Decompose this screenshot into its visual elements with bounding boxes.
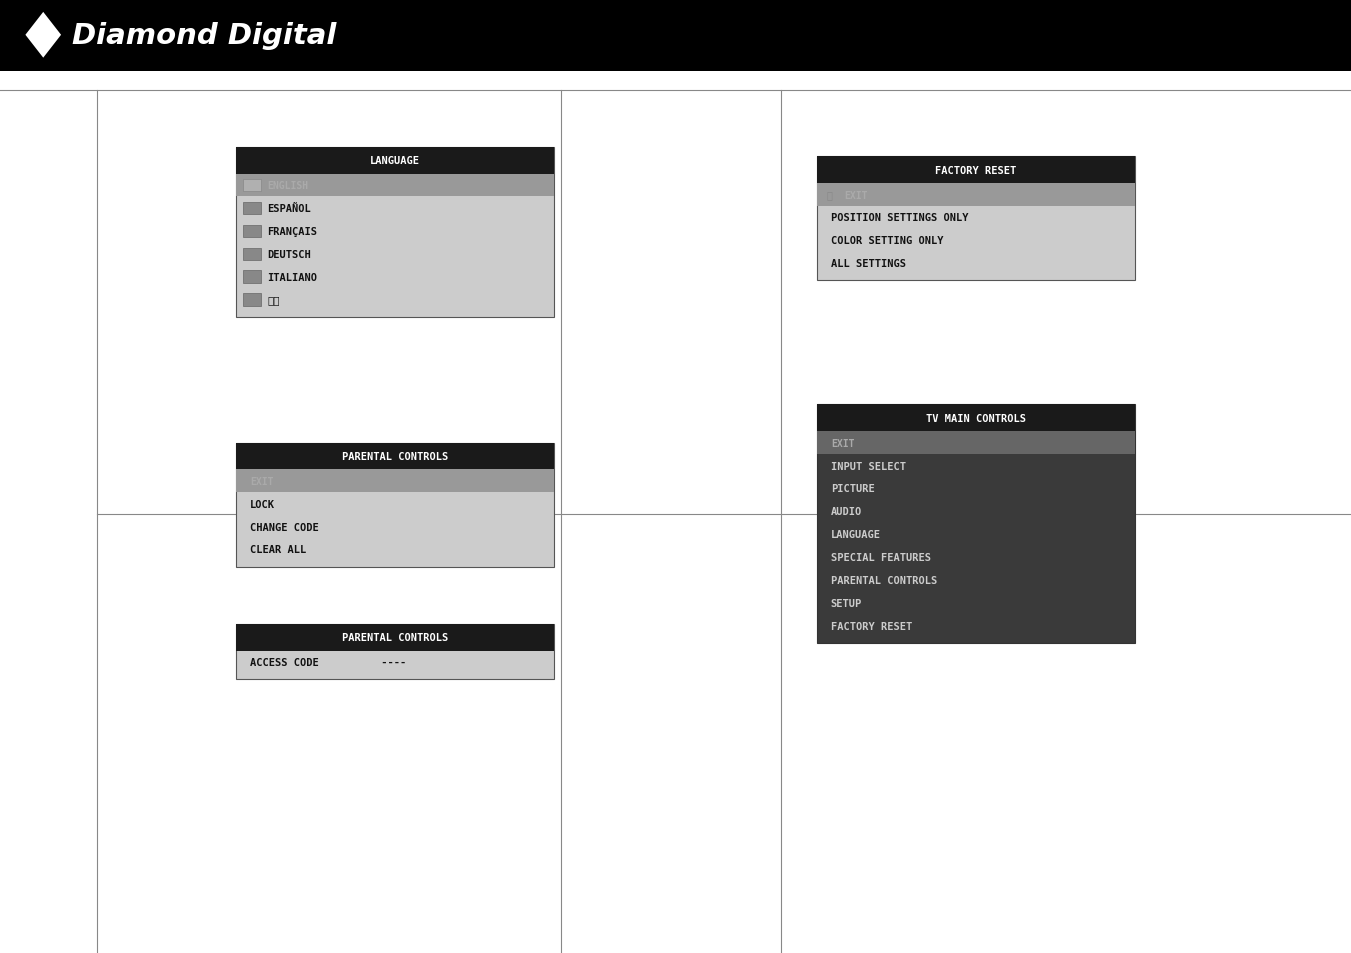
- Text: CLEAR ALL: CLEAR ALL: [250, 545, 307, 555]
- Text: ENGLISH: ENGLISH: [267, 181, 308, 191]
- Text: PARENTAL CONTROLS: PARENTAL CONTROLS: [342, 452, 449, 461]
- Text: ESPAÑOL: ESPAÑOL: [267, 204, 311, 213]
- Text: FRANÇAIS: FRANÇAIS: [267, 227, 317, 236]
- Text: ALL SETTINGS: ALL SETTINGS: [831, 259, 907, 269]
- Text: 山: 山: [827, 191, 832, 200]
- Text: COLOR SETTING ONLY: COLOR SETTING ONLY: [831, 236, 943, 246]
- FancyBboxPatch shape: [817, 432, 1135, 455]
- FancyBboxPatch shape: [817, 157, 1135, 281]
- Text: Diamond Digital: Diamond Digital: [72, 22, 336, 50]
- Text: INPUT SELECT: INPUT SELECT: [831, 461, 907, 471]
- FancyBboxPatch shape: [236, 443, 554, 470]
- FancyBboxPatch shape: [236, 148, 554, 174]
- Text: FACTORY RESET: FACTORY RESET: [935, 166, 1017, 175]
- Text: EXIT: EXIT: [250, 476, 273, 486]
- Text: PICTURE: PICTURE: [831, 484, 874, 494]
- Text: FACTORY RESET: FACTORY RESET: [831, 621, 912, 631]
- Text: PARENTAL CONTROLS: PARENTAL CONTROLS: [342, 633, 449, 642]
- FancyBboxPatch shape: [817, 184, 1135, 207]
- Text: LOCK: LOCK: [250, 499, 276, 509]
- Text: TV MAIN CONTROLS: TV MAIN CONTROLS: [925, 414, 1027, 423]
- Text: AUDIO: AUDIO: [831, 507, 862, 517]
- Text: 中文: 中文: [267, 295, 280, 305]
- FancyBboxPatch shape: [236, 624, 554, 651]
- Polygon shape: [26, 12, 61, 59]
- FancyBboxPatch shape: [243, 179, 261, 193]
- FancyBboxPatch shape: [817, 405, 1135, 643]
- FancyBboxPatch shape: [236, 443, 554, 567]
- Text: POSITION SETTINGS ONLY: POSITION SETTINGS ONLY: [831, 213, 969, 223]
- Text: EXIT: EXIT: [831, 438, 854, 448]
- Text: PARENTAL CONTROLS: PARENTAL CONTROLS: [831, 576, 938, 585]
- FancyBboxPatch shape: [243, 294, 261, 307]
- Text: LANGUAGE: LANGUAGE: [370, 156, 420, 166]
- FancyBboxPatch shape: [236, 470, 554, 493]
- FancyBboxPatch shape: [817, 405, 1135, 432]
- Text: LANGUAGE: LANGUAGE: [831, 530, 881, 539]
- Text: CHANGE CODE: CHANGE CODE: [250, 522, 319, 532]
- FancyBboxPatch shape: [236, 174, 554, 197]
- FancyBboxPatch shape: [236, 624, 554, 679]
- FancyBboxPatch shape: [243, 249, 261, 261]
- Text: SETUP: SETUP: [831, 598, 862, 608]
- Text: SPECIAL FEATURES: SPECIAL FEATURES: [831, 553, 931, 562]
- FancyBboxPatch shape: [243, 203, 261, 215]
- Text: EXIT: EXIT: [844, 191, 867, 200]
- FancyBboxPatch shape: [0, 0, 1351, 71]
- FancyBboxPatch shape: [817, 157, 1135, 184]
- Text: ACCESS CODE          ----: ACCESS CODE ----: [250, 658, 407, 667]
- FancyBboxPatch shape: [243, 271, 261, 284]
- Text: DEUTSCH: DEUTSCH: [267, 250, 311, 259]
- Text: ITALIANO: ITALIANO: [267, 273, 317, 282]
- FancyBboxPatch shape: [236, 148, 554, 317]
- FancyBboxPatch shape: [243, 226, 261, 238]
